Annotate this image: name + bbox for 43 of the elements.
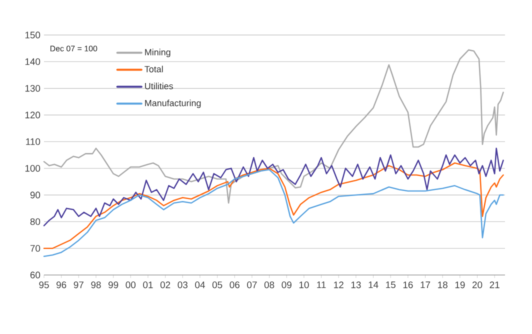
x-tick-label: 06 [230, 282, 240, 288]
x-tick-label: 14 [368, 282, 378, 288]
x-tick-label: 03 [178, 282, 188, 288]
x-tick-label: 08 [264, 282, 274, 288]
x-tick-label: 97 [74, 282, 84, 288]
line-series [43, 148, 504, 226]
x-tick-label: 99 [108, 282, 118, 288]
y-tick-label: 70 [30, 244, 40, 252]
y-tick-label: 140 [25, 58, 40, 66]
x-tick-label: 12 [334, 282, 344, 288]
x-tick-label: 04 [195, 282, 205, 288]
x-tick-label: 96 [56, 282, 66, 288]
x-tick-label: 01 [143, 282, 153, 288]
x-tick-label: 00 [126, 282, 136, 288]
x-tick-label: 20 [472, 282, 482, 288]
legend-label: Total [144, 66, 163, 72]
x-tick-label: 15 [386, 282, 396, 288]
x-tick-label: 95 [39, 282, 49, 288]
x-tick-label: 02 [160, 282, 170, 288]
line-series [43, 162, 504, 249]
x-tick-label: 17 [420, 282, 430, 288]
y-tick-label: 80 [30, 218, 40, 226]
x-tick-label: 98 [91, 282, 101, 288]
x-tick-label: 13 [351, 282, 361, 288]
x-tick-label: 11 [317, 282, 326, 288]
x-tick-label: 16 [403, 282, 413, 288]
y-tick-label: 150 [25, 32, 40, 38]
legend-label: Utilities [145, 82, 173, 90]
x-tick-label: 19 [455, 282, 465, 288]
y-tick-label: 60 [30, 272, 40, 278]
x-tick-label: 21 [490, 282, 500, 288]
x-tick-label: 09 [282, 282, 292, 288]
x-tick-label: 18 [438, 282, 448, 288]
y-tick-label: 90 [30, 192, 40, 198]
y-tick-label: 100 [25, 164, 40, 172]
y-tick-label: 120 [25, 112, 40, 118]
legend-label: Mining [145, 48, 170, 58]
x-tick-label: 07 [247, 282, 257, 288]
y-tick-label: 110 [26, 138, 40, 146]
x-tick-label: 10 [299, 282, 309, 288]
y-tick-label: 130 [25, 84, 40, 92]
legend-label: Manufacturing [145, 100, 201, 108]
x-tick-label: 05 [212, 282, 222, 288]
